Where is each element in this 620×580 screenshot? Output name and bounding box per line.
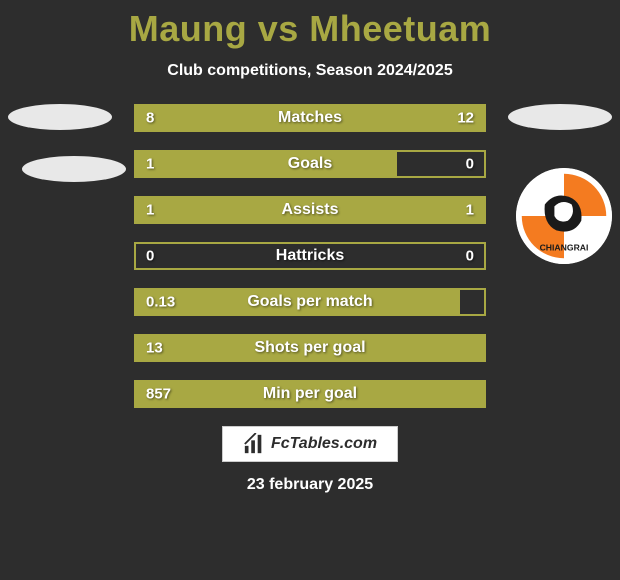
stat-value-left: 1 <box>146 202 154 219</box>
root: Maung vs Mheetuam Club competitions, Sea… <box>0 0 620 580</box>
stats-icon <box>243 433 265 455</box>
footer-badge-text: FcTables.com <box>271 435 377 453</box>
stat-bar: 0 0 Hattricks <box>134 242 486 270</box>
stat-bar: 13 Shots per goal <box>134 334 486 362</box>
stat-label: Goals per match <box>247 293 372 311</box>
stat-bar: 1 0 Goals <box>134 150 486 178</box>
bar-fill-left <box>136 152 397 176</box>
player-placeholder-icon <box>22 156 126 182</box>
stat-value-right: 1 <box>466 202 474 219</box>
stat-label: Shots per goal <box>254 339 365 357</box>
stat-bar: 1 1 Assists <box>134 196 486 224</box>
stat-value-left: 8 <box>146 110 154 127</box>
chart-area: CHIANGRAI 8 12 Matches 1 0 Goals 1 1 Assists 0 0 Ha… <box>0 104 620 408</box>
stat-value-right: 0 <box>466 156 474 173</box>
stat-bar: 857 Min per goal <box>134 380 486 408</box>
stat-bar: 0.13 Goals per match <box>134 288 486 316</box>
stat-label: Assists <box>282 201 339 219</box>
bar-fill-left <box>136 106 275 130</box>
stat-bar: 8 12 Matches <box>134 104 486 132</box>
stat-value-right: 12 <box>457 110 474 127</box>
svg-text:CHIANGRAI: CHIANGRAI <box>540 243 589 253</box>
stat-value-left: 13 <box>146 340 163 357</box>
stat-value-left: 1 <box>146 156 154 173</box>
club-badge-icon: CHIANGRAI <box>516 168 612 264</box>
player-placeholder-icon <box>8 104 112 130</box>
stat-label: Goals <box>288 155 332 173</box>
page-subtitle: Club competitions, Season 2024/2025 <box>167 62 452 80</box>
footer-badge[interactable]: FcTables.com <box>222 426 398 462</box>
footer-date: 23 february 2025 <box>247 476 373 494</box>
stat-value-left: 0 <box>146 248 154 265</box>
stat-value-left: 857 <box>146 386 171 403</box>
stat-label: Min per goal <box>263 385 357 403</box>
stat-value-left: 0.13 <box>146 294 175 311</box>
stat-value-right: 0 <box>466 248 474 265</box>
stat-label: Hattricks <box>276 247 344 265</box>
stat-label: Matches <box>278 109 342 127</box>
page-title: Maung vs Mheetuam <box>129 8 492 50</box>
player-placeholder-icon <box>508 104 612 130</box>
